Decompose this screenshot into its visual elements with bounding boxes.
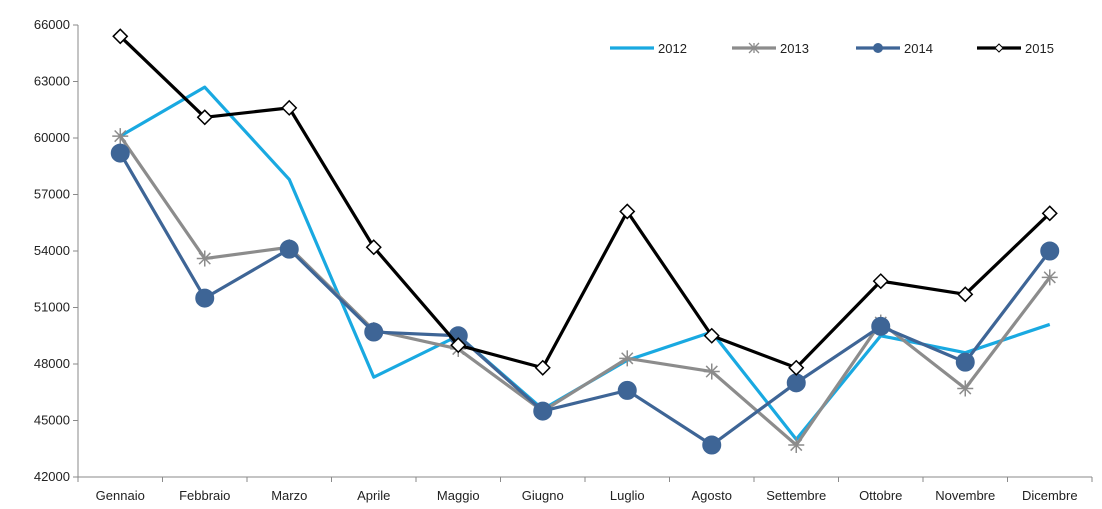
- data-point-2013: [788, 436, 805, 453]
- y-tick-label: 66000: [34, 17, 70, 32]
- data-point-2015: [450, 337, 467, 354]
- legend-label-2012: 2012: [658, 41, 687, 56]
- data-point-2015: [703, 327, 720, 344]
- y-tick-label: 63000: [34, 74, 70, 89]
- x-tick-label: Novembre: [935, 488, 995, 503]
- data-point-2014: [279, 239, 299, 259]
- x-tick-label: Agosto: [692, 488, 732, 503]
- data-point-2015: [957, 286, 974, 303]
- data-point-2013: [112, 128, 129, 145]
- series-2015: [112, 28, 1058, 376]
- y-tick-label: 45000: [34, 413, 70, 428]
- data-point-2015: [1041, 205, 1058, 222]
- legend-label-2014: 2014: [904, 41, 933, 56]
- legend-item-2015: 2015: [977, 41, 1054, 56]
- data-point-2015: [788, 359, 805, 376]
- series-line-2014: [118, 152, 1052, 447]
- data-point-2014: [617, 380, 637, 400]
- legend-label-2015: 2015: [1025, 41, 1054, 56]
- x-tick-label: Gennaio: [96, 488, 145, 503]
- y-tick-label: 54000: [34, 243, 70, 258]
- x-tick-label: Aprile: [357, 488, 390, 503]
- legend-item-2013: 2013: [732, 41, 809, 56]
- data-point-2013: [703, 363, 720, 380]
- data-point-2014: [871, 316, 891, 336]
- data-point-2014: [1040, 241, 1060, 261]
- data-point-2014: [110, 143, 130, 163]
- data-point-2015: [196, 109, 213, 126]
- y-tick-label: 60000: [34, 130, 70, 145]
- data-point-2013: [957, 380, 974, 397]
- data-point-2015: [365, 239, 382, 256]
- series-group: [110, 28, 1060, 455]
- legend-marker: [873, 43, 883, 53]
- x-tick-label: Maggio: [437, 488, 480, 503]
- data-point-2015: [872, 273, 889, 290]
- legend-marker: [994, 43, 1004, 53]
- y-axis-ticks: 42000 45000 48000 51000 54000 57000 60000 63000…: [34, 17, 78, 484]
- x-tick-label: Giugno: [522, 488, 564, 503]
- y-tick-label: 48000: [34, 356, 70, 371]
- x-tick-label: Luglio: [610, 488, 645, 503]
- data-point-2015: [281, 99, 298, 116]
- x-tick-label: Dicembre: [1022, 488, 1078, 503]
- legend-item-2014: 2014: [856, 41, 933, 56]
- data-point-2014: [364, 322, 384, 342]
- y-tick-label: 42000: [34, 469, 70, 484]
- axes: [77, 25, 1092, 478]
- y-tick-label: 57000: [34, 187, 70, 202]
- data-point-2015: [619, 203, 636, 220]
- data-point-2015: [112, 28, 129, 45]
- x-axis-ticks: Gennaio Febbraio Marzo Aprile Maggio Giugno Lu…: [77, 477, 1093, 503]
- data-point-2013: [1041, 269, 1058, 286]
- data-point-2013: [196, 250, 213, 267]
- data-point-2014: [786, 373, 806, 393]
- series-line-2015: [119, 35, 1051, 370]
- series-2014: [110, 143, 1060, 455]
- data-point-2014: [702, 435, 722, 455]
- data-point-2014: [955, 352, 975, 372]
- legend-item-2012: 2012: [610, 41, 687, 56]
- data-point-2014: [533, 401, 553, 421]
- x-tick-label: Marzo: [271, 488, 307, 503]
- x-tick-label: Settembre: [766, 488, 826, 503]
- legend-marker: [748, 42, 760, 54]
- y-tick-label: 51000: [34, 300, 70, 315]
- legend-label-2013: 2013: [780, 41, 809, 56]
- x-tick-label: Febbraio: [179, 488, 230, 503]
- x-tick-label: Ottobre: [859, 488, 902, 503]
- data-point-2014: [195, 288, 215, 308]
- data-point-2013: [619, 350, 636, 367]
- legend: 2012 2013 2014 2015: [610, 41, 1054, 56]
- data-point-2015: [534, 359, 551, 376]
